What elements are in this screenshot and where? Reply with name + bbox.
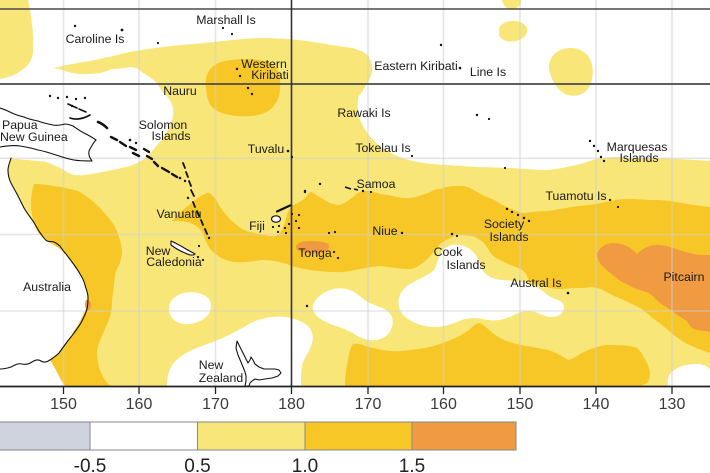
svg-text:Caledonia: Caledonia [146,255,202,269]
svg-text:Australia: Australia [23,280,71,294]
svg-text:-0.5: -0.5 [74,456,107,473]
svg-text:Nauru: Nauru [163,84,197,98]
svg-text:180: 180 [278,396,305,413]
svg-text:Kiribati: Kiribati [251,68,289,82]
svg-text:Austral Is: Austral Is [510,276,561,290]
svg-text:Tokelau Is: Tokelau Is [355,141,410,155]
svg-text:Niue: Niue [372,224,397,238]
svg-text:Islands: Islands [620,151,659,165]
svg-text:Papua: Papua [2,118,38,132]
svg-text:Pitcairn: Pitcairn [663,270,704,284]
svg-text:Western: Western [241,57,287,71]
svg-text:New: New [146,244,171,258]
svg-text:140: 140 [583,396,610,413]
svg-text:Zealand: Zealand [199,371,244,385]
svg-text:Rawaki Is: Rawaki Is [337,106,390,120]
svg-text:New Guinea: New Guinea [0,130,68,144]
svg-text:170: 170 [355,396,382,413]
svg-text:Solomon: Solomon [139,118,188,132]
svg-text:New: New [199,358,224,372]
svg-text:Line Is: Line Is [470,65,506,79]
svg-text:Tuvalu: Tuvalu [248,142,285,156]
svg-text:160: 160 [430,396,457,413]
svg-text:Marshall Is: Marshall Is [196,13,255,27]
svg-text:Caroline Is: Caroline Is [66,32,125,46]
svg-text:Cook: Cook [434,245,464,259]
svg-text:Society: Society [484,217,525,231]
svg-text:Samoa: Samoa [357,177,396,191]
svg-text:Fiji: Fiji [249,219,265,233]
svg-text:1.5: 1.5 [399,456,425,473]
svg-text:0.5: 0.5 [184,456,210,473]
svg-text:Islands: Islands [490,230,529,244]
svg-text:Vanuatu: Vanuatu [157,207,202,221]
svg-text:130: 130 [659,396,686,413]
svg-text:Tuamotu Is: Tuamotu Is [545,189,606,203]
svg-text:Islands: Islands [447,258,486,272]
svg-text:Eastern Kiribati: Eastern Kiribati [374,59,457,73]
svg-text:1.0: 1.0 [292,456,318,473]
svg-text:Tonga: Tonga [298,246,332,260]
svg-text:150: 150 [50,396,77,413]
svg-text:170: 170 [202,396,229,413]
svg-text:160: 160 [126,396,153,413]
svg-text:Islands: Islands [152,129,191,143]
svg-text:150: 150 [507,396,534,413]
svg-text:Marquesas: Marquesas [607,140,668,154]
